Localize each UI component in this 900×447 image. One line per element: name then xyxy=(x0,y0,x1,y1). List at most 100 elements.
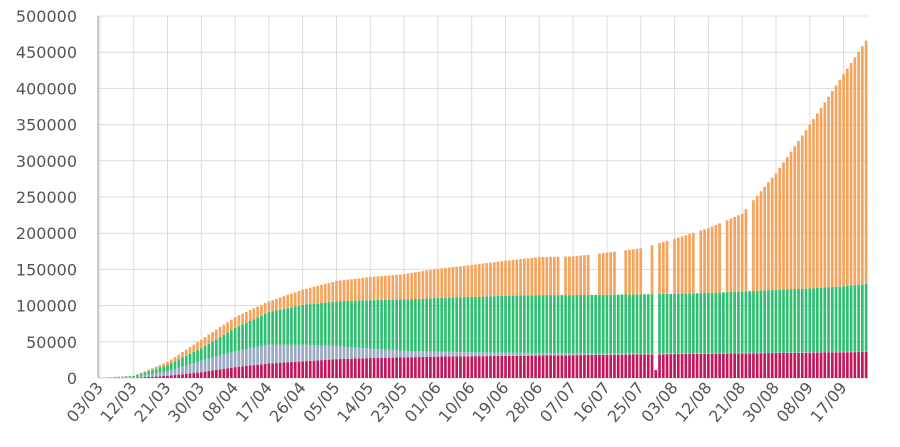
bar-segment-series-4 xyxy=(342,280,346,302)
bar-segment-series-3 xyxy=(399,299,402,351)
bar-segment-series-1 xyxy=(658,354,661,378)
bar-segment-series-4 xyxy=(609,252,613,295)
bar-segment-series-2 xyxy=(417,351,421,358)
y-tick-label: 150000 xyxy=(16,260,77,279)
y-tick-label: 50000 xyxy=(26,333,77,352)
bar-segment-series-2 xyxy=(737,352,740,354)
bar-segment-series-3 xyxy=(759,290,763,353)
bar-segment-series-2 xyxy=(688,353,691,354)
bar-segment-series-3 xyxy=(387,299,391,350)
bar-segment-series-1 xyxy=(188,373,192,378)
bar-segment-series-2 xyxy=(181,366,184,375)
bar-segment-series-3 xyxy=(845,285,849,352)
bar-segment-series-2 xyxy=(534,352,537,356)
bar-segment-series-1 xyxy=(466,356,470,378)
bar-segment-series-4 xyxy=(410,272,413,300)
bar-segment-series-2 xyxy=(357,347,361,359)
bar-segment-series-1 xyxy=(695,353,699,378)
bar-segment-series-2 xyxy=(699,353,703,354)
bar-segment-series-4 xyxy=(267,301,271,313)
bar-segment-series-2 xyxy=(782,352,785,353)
bar-segment-series-3 xyxy=(853,285,857,352)
bar-segment-series-3 xyxy=(113,377,117,378)
bar-segment-series-1 xyxy=(541,355,545,378)
bar-segment-series-4 xyxy=(162,363,166,367)
bar-segment-series-4 xyxy=(853,57,857,286)
bar-segment-series-2 xyxy=(789,352,793,353)
bar-segment-series-2 xyxy=(199,360,203,373)
bar-segment-series-1 xyxy=(759,353,763,378)
bar-segment-series-2 xyxy=(804,352,808,353)
bar-segment-series-1 xyxy=(684,353,688,378)
bar-segment-series-2 xyxy=(338,346,342,360)
bar-segment-series-2 xyxy=(365,348,368,359)
bar-segment-series-3 xyxy=(725,292,729,353)
bar-segment-series-1 xyxy=(519,355,522,378)
bar-segment-series-2 xyxy=(556,353,560,356)
bar-segment-series-2 xyxy=(139,375,143,378)
bar-segment-series-4 xyxy=(504,260,507,296)
bar-segment-series-1 xyxy=(601,354,605,378)
bar-segment-series-3 xyxy=(827,287,830,352)
bar-segment-series-4 xyxy=(391,275,395,300)
bar-segment-series-1 xyxy=(729,353,733,378)
bar-segment-series-3 xyxy=(410,299,413,352)
bar-segment-series-4 xyxy=(203,337,207,347)
x-tick-label: 05/05 xyxy=(299,378,343,426)
bar-segment-series-4 xyxy=(842,74,845,287)
x-tick-label: 16/07 xyxy=(570,378,614,426)
x-tick-label: 30/08 xyxy=(739,378,783,426)
bar-segment-series-2 xyxy=(601,353,605,355)
bar-segment-series-2 xyxy=(549,353,552,356)
bar-segment-series-1 xyxy=(421,356,425,378)
bar-segment-series-3 xyxy=(293,306,297,345)
bar-segment-series-3 xyxy=(755,290,759,353)
bar-segment-series-1 xyxy=(320,360,323,378)
bar-segment-series-2 xyxy=(297,344,301,362)
x-tick-label: 14/05 xyxy=(333,378,377,426)
bar-segment-series-1 xyxy=(598,354,601,378)
bar-segment-series-1 xyxy=(827,352,830,378)
bar-segment-series-1 xyxy=(526,355,530,378)
bar-segment-series-3 xyxy=(271,311,275,345)
bar-segment-series-3 xyxy=(549,295,552,354)
bar-segment-series-4 xyxy=(451,267,455,298)
bar-segment-series-1 xyxy=(282,362,286,378)
bar-segment-series-4 xyxy=(699,230,703,294)
bar-segment-series-2 xyxy=(451,351,455,357)
bar-segment-series-4 xyxy=(861,46,864,285)
bar-segment-series-4 xyxy=(395,274,398,300)
bar-segment-series-1 xyxy=(260,364,263,378)
bar-segment-series-3 xyxy=(485,296,489,353)
bar-segment-series-3 xyxy=(676,293,680,354)
bar-segment-series-1 xyxy=(500,355,504,378)
bar-segment-series-1 xyxy=(688,353,691,378)
bar-segment-series-1 xyxy=(357,358,361,378)
bar-segment-series-4 xyxy=(402,274,406,300)
bar-segment-series-1 xyxy=(447,356,451,378)
bar-segment-series-1 xyxy=(616,354,620,378)
bar-segment-series-2 xyxy=(248,348,252,366)
bar-segment-series-3 xyxy=(353,300,357,348)
bar-segment-series-3 xyxy=(707,292,710,354)
bar-segment-series-1 xyxy=(402,357,406,378)
bar-segment-series-2 xyxy=(553,353,556,356)
bar-segment-series-3 xyxy=(305,304,308,345)
bar-segment-series-4 xyxy=(489,262,492,297)
bar-segment-series-4 xyxy=(864,40,868,284)
bar-segment-series-3 xyxy=(237,326,241,351)
bar-segment-series-2 xyxy=(785,352,789,353)
bar-segment-series-1 xyxy=(710,353,714,378)
bar-segment-series-3 xyxy=(616,294,620,354)
bar-segment-series-4 xyxy=(432,269,436,299)
bar-segment-series-3 xyxy=(590,294,594,354)
bar-segment-series-1 xyxy=(338,359,342,378)
bar-segment-series-1 xyxy=(229,367,233,378)
bar-segment-series-3 xyxy=(541,295,545,354)
bar-segment-series-1 xyxy=(714,353,718,378)
bar-segment-series-1 xyxy=(327,359,331,378)
bar-segment-series-1 xyxy=(737,353,740,378)
bar-segment-series-2 xyxy=(226,353,229,369)
bar-segment-series-1 xyxy=(804,352,808,378)
bar-segment-series-2 xyxy=(395,350,398,358)
